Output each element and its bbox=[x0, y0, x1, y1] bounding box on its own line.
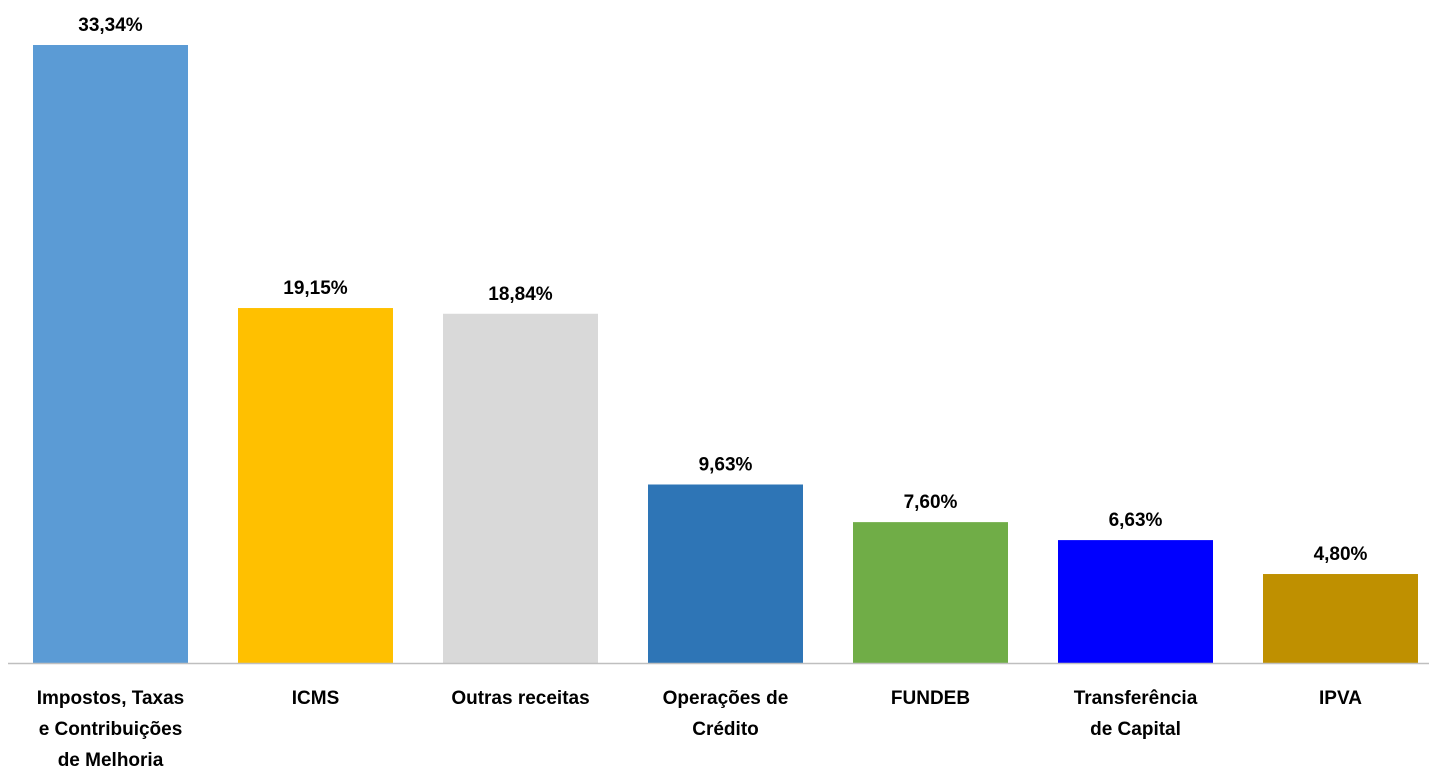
value-label: 7,60% bbox=[904, 492, 958, 513]
value-label: 4,80% bbox=[1314, 544, 1368, 565]
x-tick-label: Impostos, Taxas e Contribuições de Melho… bbox=[36, 688, 185, 771]
x-tick-label: Outras receitas bbox=[451, 688, 590, 709]
x-tick-label: Transferência de Capital bbox=[1073, 688, 1198, 740]
value-label: 6,63% bbox=[1109, 510, 1163, 531]
value-label: 9,63% bbox=[699, 454, 753, 475]
value-label: 33,34% bbox=[78, 15, 143, 36]
value-label: 19,15% bbox=[283, 278, 348, 299]
bar bbox=[853, 522, 1008, 663]
x-tick-label: FUNDEB bbox=[890, 688, 971, 709]
bar bbox=[1058, 540, 1213, 663]
bar bbox=[648, 484, 803, 663]
bar bbox=[1263, 574, 1418, 663]
x-tick-label: IPVA bbox=[1319, 688, 1362, 709]
bar bbox=[33, 45, 188, 663]
x-tick-label: Operações de Crédito bbox=[662, 688, 789, 740]
bar bbox=[238, 308, 393, 663]
bar bbox=[443, 313, 598, 663]
value-label: 18,84% bbox=[488, 284, 553, 305]
x-tick-label: ICMS bbox=[291, 688, 340, 709]
